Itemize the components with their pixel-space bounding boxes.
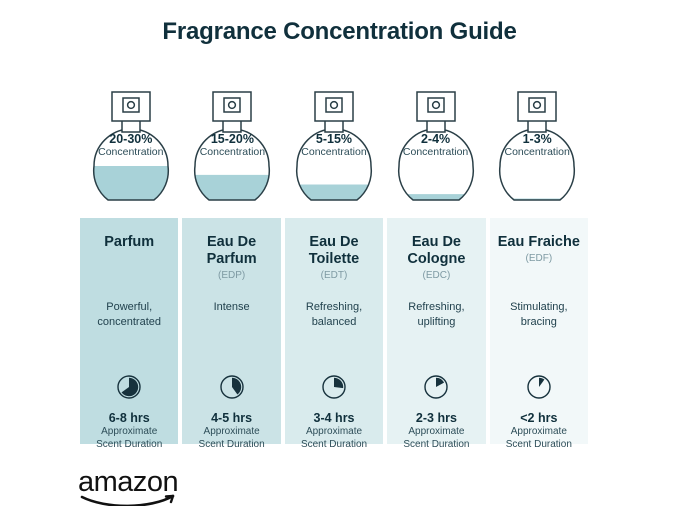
perfume-bottle-icon: 5-15% Concentration xyxy=(286,80,382,210)
fragrance-card[interactable]: Eau De Cologne (EDC) Refreshing, uplifting… xyxy=(387,218,486,450)
fragrance-description: Refreshing, uplifting xyxy=(408,301,465,328)
clock-duration-icon xyxy=(219,374,245,400)
duration-block: <2 hrs Approximate Scent Duration xyxy=(490,411,588,451)
fragrance-name: Eau De Cologne xyxy=(407,234,466,267)
fragrance-name: Eau De Parfum xyxy=(206,234,257,267)
fragrance-abbreviation: (EDC) xyxy=(422,270,451,281)
perfume-bottle-icon: 20-30% Concentration xyxy=(83,80,179,210)
duration-caption-line2: Scent Duration xyxy=(96,438,163,450)
bottle-cell: 15-20% Concentration xyxy=(182,80,284,210)
duration-block: 3-4 hrs Approximate Scent Duration xyxy=(285,411,383,451)
fragrance-card[interactable]: Eau De Toilette (EDT) Refreshing, balanced… xyxy=(284,218,384,450)
duration-block: 6-8 hrs Approximate Scent Duration xyxy=(80,411,178,451)
duration-value: 4-5 hrs xyxy=(211,411,253,425)
fragrance-abbreviation: (EDP) xyxy=(217,270,246,281)
duration-block: 4-5 hrs Approximate Scent Duration xyxy=(182,411,280,451)
perfume-bottle-icon: 1-3% Concentration xyxy=(489,80,585,210)
fragrance-name: Eau De Toilette xyxy=(308,234,360,267)
perfume-bottle-icon: 15-20% Concentration xyxy=(184,80,280,210)
duration-caption-line1: Approximate xyxy=(101,426,158,437)
fragrance-card[interactable]: Parfum Powerful, concentrated 6-8 hrs Appro… xyxy=(80,218,179,450)
duration-block: 2-3 hrs Approximate Scent Duration xyxy=(387,411,485,451)
fragrance-card[interactable]: Eau De Parfum (EDP) Intense 4-5 hrs Approxim… xyxy=(182,218,281,450)
duration-caption-line2: Scent Duration xyxy=(505,438,572,450)
perfume-bottle-icon: 2-4% Concentration xyxy=(388,80,484,210)
duration-caption-line2: Scent Duration xyxy=(403,438,470,450)
fragrance-description: Stimulating, bracing xyxy=(510,301,568,328)
duration-caption-line1: Approximate xyxy=(305,426,363,437)
fragrance-description: Refreshing, balanced xyxy=(305,301,363,328)
duration-caption-line2: Scent Duration xyxy=(198,438,265,450)
fragrance-card[interactable]: Eau Fraiche (EDF) Stimulating, bracing <2 h… xyxy=(489,218,589,450)
bottle-cell: 20-30% Concentration xyxy=(80,80,182,210)
duration-caption-line1: Approximate xyxy=(510,426,567,437)
duration-caption-line1: Approximate xyxy=(203,426,260,437)
bottle-cell: 1-3% Concentration xyxy=(486,80,588,210)
clock-duration-icon xyxy=(526,374,552,400)
fragrance-abbreviation: (EDF) xyxy=(525,253,553,264)
fragrance-description: Powerful, concentrated xyxy=(97,301,161,328)
svg-text:amazon: amazon xyxy=(78,466,178,498)
fragrance-name: Parfum xyxy=(104,234,155,250)
duration-value: 3-4 hrs xyxy=(313,411,355,425)
duration-caption-line2: Scent Duration xyxy=(300,438,368,450)
duration-value: <2 hrs xyxy=(520,411,558,425)
bottle-cell: 2-4% Concentration xyxy=(385,80,487,210)
bottle-row: 20-30% Concentration 15-20% Concentration 5-… xyxy=(80,80,588,210)
fragrance-name: Eau Fraiche xyxy=(497,234,580,250)
bottle-cell: 5-15% Concentration xyxy=(283,80,385,210)
page-title: Fragrance Concentration Guide xyxy=(162,18,517,45)
fragrance-description: Intense xyxy=(213,301,250,313)
clock-duration-icon xyxy=(321,374,347,400)
clock-duration-icon xyxy=(423,374,449,400)
duration-caption-line1: Approximate xyxy=(408,426,465,437)
duration-value: 6-8 hrs xyxy=(108,411,150,425)
fragrance-card-row: Parfum Powerful, concentrated 6-8 hrs Appro… xyxy=(80,218,589,450)
amazon-logo: amazon xyxy=(78,466,198,508)
duration-value: 2-3 hrs xyxy=(415,411,457,425)
clock-duration-icon xyxy=(116,374,142,400)
fragrance-abbreviation: (EDT) xyxy=(320,270,348,281)
